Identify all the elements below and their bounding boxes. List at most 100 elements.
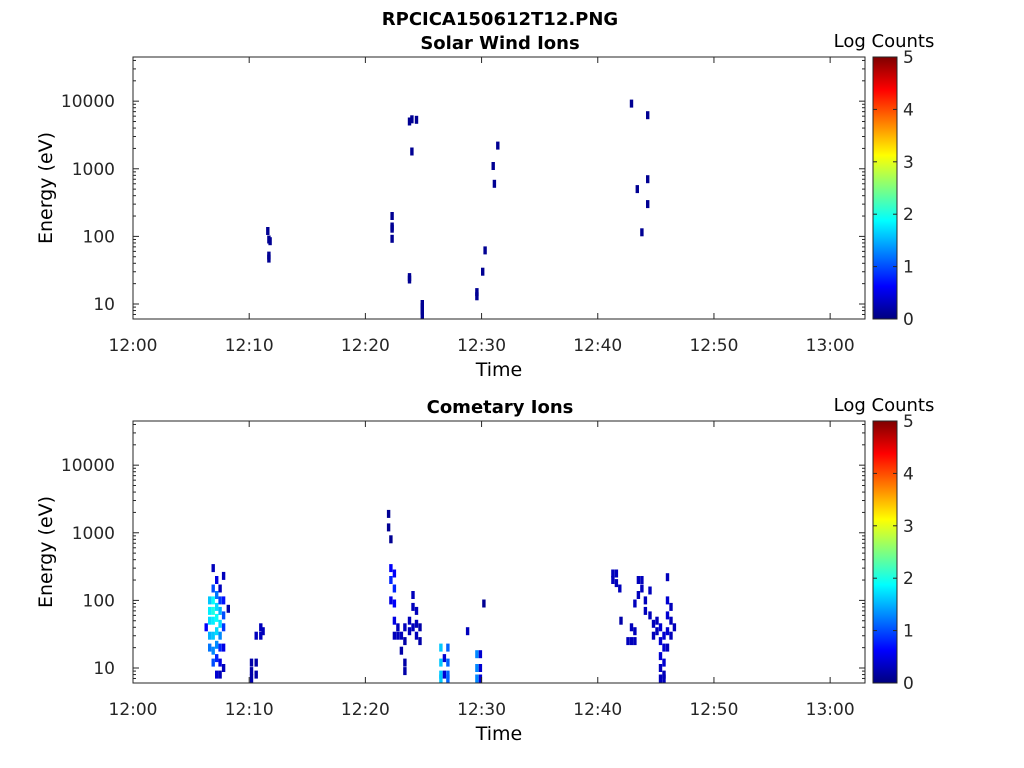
- colorbar-tick-label: 0: [903, 674, 914, 694]
- heatmap-cell: [403, 658, 407, 667]
- heatmap-cell: [665, 573, 670, 582]
- heatmap-cell: [218, 670, 222, 679]
- colorbar-tick-label: 5: [903, 48, 914, 68]
- heatmap-cell: [614, 579, 619, 588]
- heatmap-cell: [658, 664, 663, 672]
- heatmap-cell: [218, 631, 222, 640]
- heatmap-cell: [390, 212, 394, 220]
- heatmap-cell: [478, 664, 483, 672]
- heatmap-cell: [249, 658, 254, 667]
- heatmap-cell: [403, 623, 407, 632]
- heatmap-cell: [389, 596, 393, 605]
- heatmap-cell: [475, 288, 479, 297]
- heatmap-cell: [218, 643, 222, 652]
- heatmap-cell: [446, 643, 450, 652]
- heatmap-cell: [414, 631, 419, 640]
- colorbar-tick-label: 4: [903, 100, 914, 120]
- heatmap-cell: [626, 637, 630, 646]
- heatmap-cell: [254, 670, 258, 679]
- heatmap-cell: [211, 616, 215, 625]
- heatmap-cell: [215, 670, 219, 679]
- heatmap-cell: [665, 627, 670, 636]
- y-axis: 10 100 1000 10000: [61, 59, 865, 320]
- heatmap-cell: [651, 619, 656, 628]
- heatmap-cell: [386, 509, 391, 518]
- heatmap-cell: [492, 179, 497, 188]
- figure-title: RPCICA150612T12.PNG: [382, 9, 618, 30]
- heatmap-cell: [208, 631, 212, 640]
- heatmap-cell: [390, 234, 394, 243]
- heatmap-cell: [218, 619, 222, 628]
- heatmap-cell: [411, 591, 415, 599]
- colorbar-tick-label: 1: [903, 258, 914, 278]
- x-tick-label: 12:10: [225, 336, 274, 356]
- colorbar-gradient: [872, 420, 898, 684]
- heatmap-cell: [410, 115, 414, 124]
- colorbar-tick-label: 5: [903, 412, 914, 432]
- heatmap-cell: [636, 576, 641, 584]
- y-tick-label: 1000: [72, 524, 115, 544]
- heatmap-cell: [655, 616, 659, 625]
- heatmap-cell: [648, 611, 652, 620]
- x-tick-label: 12:00: [109, 336, 158, 356]
- heatmap-cell: [211, 606, 215, 615]
- heatmap-cell: [215, 654, 219, 663]
- heatmap-cell: [403, 667, 407, 676]
- heatmap-cell: [215, 640, 219, 649]
- heatmap-cell: [254, 631, 258, 640]
- x-tick-label: 12:40: [573, 700, 622, 720]
- heatmap-cell: [389, 564, 393, 573]
- heatmap-cell: [218, 596, 222, 605]
- heatmap-cell: [669, 602, 673, 611]
- heatmap-cell: [481, 267, 485, 276]
- x-tick-label: 12:10: [225, 700, 274, 720]
- x-axis-label: Time: [475, 359, 523, 381]
- x-axis-label: Time: [475, 723, 523, 745]
- heatmap-cell: [662, 658, 666, 667]
- heatmap-cell: [407, 627, 412, 636]
- heatmap-cell: [211, 658, 215, 667]
- heatmap-cell: [215, 602, 219, 611]
- heatmap-cell: [618, 584, 622, 593]
- heatmap-cell: [640, 576, 644, 584]
- heatmap-cell: [268, 237, 272, 246]
- plot-frame: [132, 420, 866, 684]
- y-axis-label: Energy (eV): [35, 496, 57, 608]
- heatmap-cell: [651, 631, 656, 640]
- heatmap-cell: [658, 674, 663, 683]
- heatmap-cell: [389, 535, 393, 544]
- heatmap-cell: [629, 623, 634, 632]
- heatmap-cell: [439, 658, 443, 667]
- heatmap-cell: [643, 606, 648, 615]
- heatmap-cell: [221, 611, 226, 620]
- panel-title: Cometary Ions: [427, 397, 574, 418]
- heatmap-cell: [411, 623, 415, 632]
- heatmap-cell: [221, 623, 226, 632]
- heatmap-cell: [496, 141, 500, 150]
- x-axis: 12:00 12:10 12:20 12:30 12:40 12:50 13:00: [109, 57, 855, 356]
- y-tick-label: 10: [93, 295, 115, 315]
- x-tick-label: 12:20: [341, 336, 390, 356]
- heatmap-cell: [411, 602, 415, 611]
- heatmap-cell: [475, 674, 479, 683]
- colorbar-gradient: [872, 56, 898, 320]
- y-tick-label: 10000: [61, 92, 115, 112]
- heatmap-cell: [614, 569, 619, 578]
- heatmap-cell: [442, 654, 447, 663]
- heatmap-cell: [396, 631, 400, 640]
- heatmap-cell: [418, 623, 422, 632]
- x-axis: 12:00 12:10 12:20 12:30 12:40 12:50 13:00: [109, 421, 855, 720]
- y-tick-label: 100: [83, 227, 115, 247]
- heatmap-cell: [665, 643, 670, 652]
- heatmap-cell: [442, 670, 447, 679]
- heatmap-cell: [386, 523, 391, 532]
- heatmap-cell: [640, 228, 644, 237]
- heatmap-cell: [491, 162, 495, 170]
- heatmap-cell: [475, 650, 479, 659]
- heatmap-cell: [208, 606, 212, 615]
- heatmap-cell: [261, 627, 265, 636]
- x-tick-label: 12:30: [457, 700, 506, 720]
- heatmap-cell: [399, 646, 404, 655]
- heatmap-cells: [204, 509, 677, 683]
